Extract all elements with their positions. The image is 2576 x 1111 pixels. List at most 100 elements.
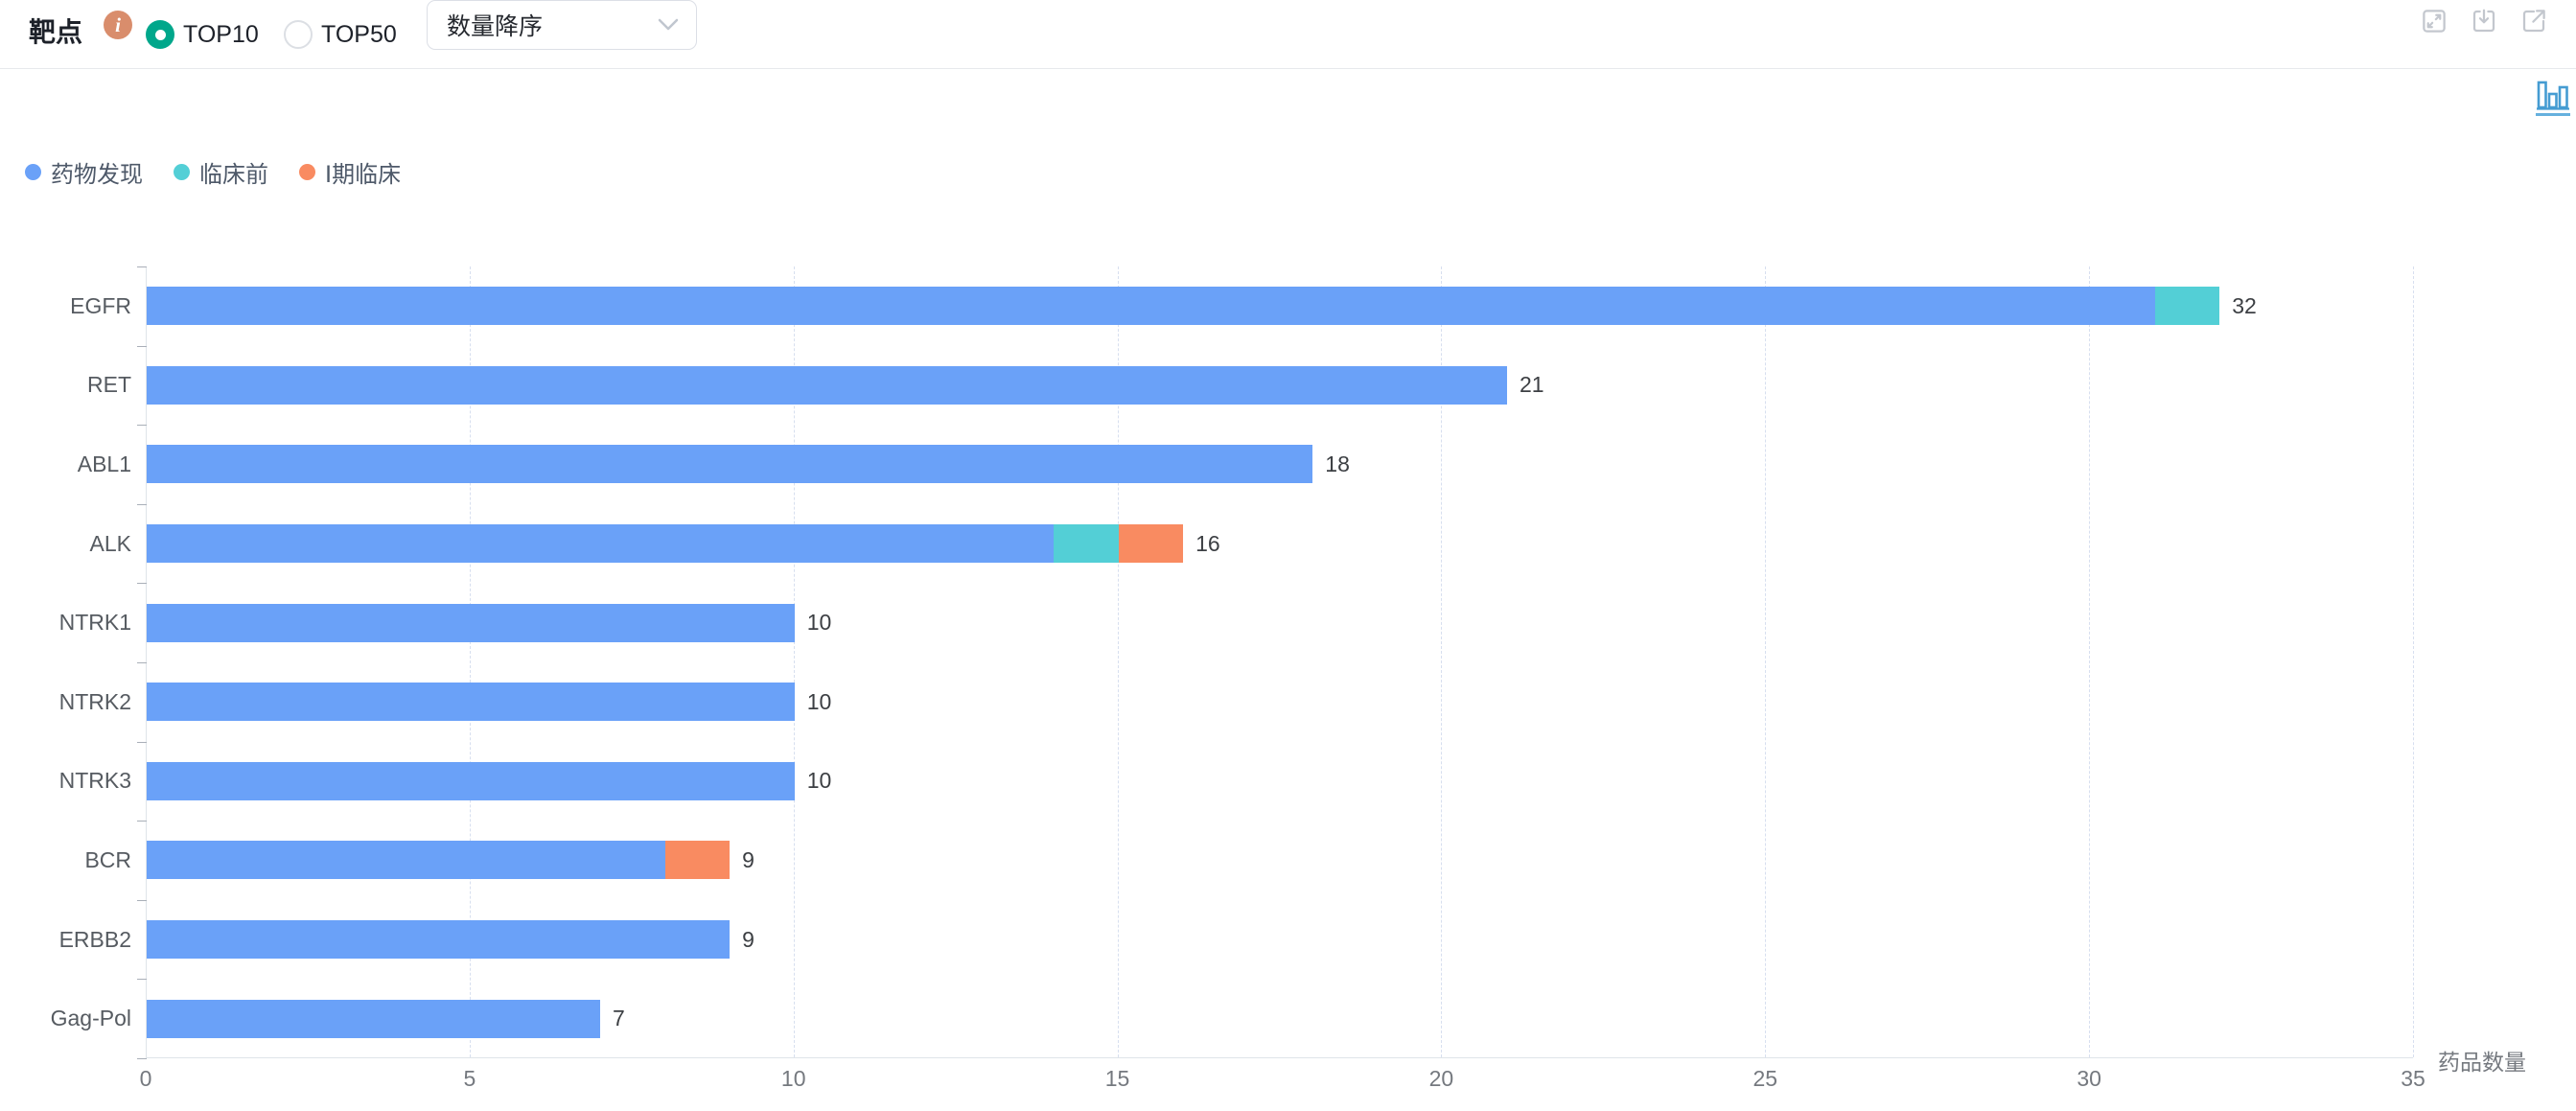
bar-segment-药物发现[interactable] [147,920,731,960]
y-axis-tick [137,583,147,585]
x-tick-label: 0 [139,1066,152,1091]
bar-row: ABL1 18 [78,425,2413,504]
y-axis-tick [137,266,147,267]
y-axis-tick [137,345,147,347]
bar-segment-药物发现[interactable] [147,524,1054,564]
bar-row: NTRK2 10 [59,662,2413,742]
x-tick-label: 20 [1428,1066,1454,1091]
info-icon[interactable]: i [104,11,132,39]
bar-ERBB2[interactable] [147,920,731,960]
bar-EGFR[interactable] [147,287,2220,326]
plot-area: EGFR 32 RET 21 ABL1 18 ALK 16 NTRK1 10 NTRK2 10 NTRK… [51,266,2414,1059]
header-actions [2419,6,2549,36]
value-label: 18 [1325,451,1350,476]
y-axis-tick [137,425,147,427]
y-axis-tick [137,1058,147,1059]
bar-segment-药物发现[interactable] [147,287,2155,326]
category-label: EGFR [70,292,131,318]
legend-item-Ⅰ期临床[interactable]: Ⅰ期临床 [299,155,401,189]
bar-RET[interactable] [147,365,1507,405]
x-tick-label: 10 [780,1066,806,1091]
bar-segment-药物发现[interactable] [147,683,795,722]
x-tick-label: 25 [1752,1066,1778,1091]
gridline [1117,266,1119,1057]
y-axis-tick [137,503,147,505]
chevron-down-icon [658,18,679,31]
expand-icon[interactable] [2419,6,2449,36]
x-tick-label: 30 [2077,1066,2101,1091]
bar-BCR[interactable] [147,841,731,880]
legend-item-临床前[interactable]: 临床前 [174,155,268,189]
category-label: RET [87,372,131,398]
bar-row: BCR 9 [84,821,2413,900]
external-link-icon[interactable] [2518,6,2549,36]
gridline [793,266,795,1057]
gridline [2413,266,2414,1057]
bar-segment-临床前[interactable] [2154,287,2220,326]
radio-top10-circle[interactable] [146,20,174,49]
bar-NTRK1[interactable] [147,603,795,642]
category-label: ALK [89,530,131,556]
legend-dot [25,164,41,180]
radio-top50[interactable]: TOP50 [284,0,397,69]
bar-segment-药物发现[interactable] [147,841,665,880]
bar-row: ALK 16 [90,504,2413,584]
y-axis-tick [137,979,147,981]
bar-NTRK2[interactable] [147,683,795,722]
sort-dropdown[interactable]: 数量降序 [427,0,697,50]
category-label: BCR [84,846,131,872]
category-label: NTRK1 [58,610,131,636]
bar-segment-Ⅰ期临床[interactable] [1118,524,1184,564]
value-label: 21 [1520,372,1544,398]
category-label: NTRK2 [58,688,131,714]
x-axis-labels: 0 5 10 15 20 25 30 35 [140,1066,2425,1097]
radio-top10-label: TOP10 [183,20,259,48]
bar-row: EGFR 32 [70,266,2413,346]
gridline [1441,266,1443,1057]
bar-row: NTRK1 10 [59,583,2413,662]
bar-row: Gag-Pol 7 [51,979,2413,1058]
bar-segment-药物发现[interactable] [147,445,1313,484]
bar-segment-药物发现[interactable] [147,365,1507,405]
radio-top10[interactable]: TOP10 [146,0,259,69]
legend-dot [174,164,190,180]
bar-row: NTRK3 10 [59,742,2413,822]
value-label: 32 [2232,292,2257,318]
legend-item-药物发现[interactable]: 药物发现 [25,155,143,189]
category-label: ERBB2 [58,926,131,952]
y-axis-tick [137,741,147,743]
bar-segment-Ⅰ期临床[interactable] [664,841,731,880]
chart-type-active-underline [2536,113,2570,116]
legend-dot [299,164,315,180]
bar-segment-药物发现[interactable] [147,999,600,1038]
category-label: ABL1 [77,451,131,476]
bar-row: ERBB2 9 [59,900,2413,980]
bar-segment-药物发现[interactable] [147,603,795,642]
category-label: NTRK3 [58,768,131,794]
value-label: 10 [806,768,832,794]
radio-top50-circle[interactable] [284,20,313,49]
bar-chart-type-icon[interactable] [2536,79,2570,117]
gridline [469,266,471,1057]
gridline [1765,266,1767,1057]
gridline [2089,266,2091,1057]
bar-segment-临床前[interactable] [1054,524,1119,564]
bar-row: RET 21 [87,346,2413,426]
legend-label: 药物发现 [51,162,143,188]
bar-Gag-Pol[interactable] [147,999,600,1038]
download-icon[interactable] [2469,6,2499,36]
value-label: 10 [806,610,832,636]
value-label: 9 [742,846,754,872]
y-axis-tick [137,662,147,663]
bar-ALK[interactable] [147,524,1184,564]
bar-NTRK3[interactable] [147,761,795,800]
value-label: 7 [613,1006,625,1031]
bar-segment-药物发现[interactable] [147,761,795,800]
x-axis-name: 药品数量 [2438,1050,2526,1075]
page-title: 靶点 [29,17,83,47]
x-tick-label: 15 [1104,1066,1130,1091]
bar-ABL1[interactable] [147,445,1313,484]
y-axis-tick [137,821,147,822]
legend-label: 临床前 [199,162,268,188]
